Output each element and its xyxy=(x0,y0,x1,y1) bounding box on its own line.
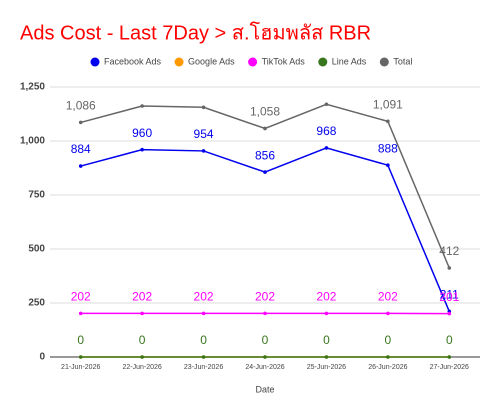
point xyxy=(324,146,329,150)
legend-marker xyxy=(248,57,258,67)
data-label: 960 xyxy=(132,126,152,140)
point xyxy=(140,311,144,316)
point xyxy=(324,311,329,316)
x-tick-label: 23-Jun-2026 xyxy=(184,364,223,371)
point xyxy=(201,149,206,153)
point xyxy=(140,147,144,152)
data-label: 202 xyxy=(132,290,152,304)
point xyxy=(78,355,83,359)
y-tick-label: 1,000 xyxy=(20,136,45,147)
legend-label: Google Ads xyxy=(188,56,235,66)
point xyxy=(140,104,144,108)
y-tick-label: 500 xyxy=(28,244,45,255)
data-label: 202 xyxy=(255,290,275,304)
point xyxy=(201,311,206,316)
legend-marker xyxy=(90,57,100,67)
legend-marker xyxy=(174,57,184,67)
y-tick-label: 750 xyxy=(28,190,45,201)
legend-label: TikTok Ads xyxy=(262,56,306,66)
x-tick-label: 21-Jun-2026 xyxy=(61,364,100,371)
data-label: 856 xyxy=(255,148,275,162)
point xyxy=(78,164,83,168)
legend-label: Total xyxy=(393,56,412,66)
point xyxy=(324,102,329,107)
point xyxy=(263,311,267,316)
data-label: 412 xyxy=(439,244,459,258)
point xyxy=(324,355,329,359)
data-label: 0 xyxy=(200,333,207,347)
point xyxy=(386,163,390,167)
legend-label: Facebook Ads xyxy=(104,56,162,66)
point xyxy=(447,355,452,359)
data-label: 0 xyxy=(385,333,392,347)
legend-marker xyxy=(318,57,328,67)
data-label: 201 xyxy=(439,290,459,304)
point xyxy=(386,355,390,359)
point xyxy=(140,355,144,359)
data-label: 1,086 xyxy=(66,99,96,113)
data-label: 202 xyxy=(316,290,336,304)
point xyxy=(78,120,83,125)
data-label: 884 xyxy=(71,142,91,156)
data-label: 954 xyxy=(194,127,214,141)
point xyxy=(263,170,267,174)
y-tick-label: 250 xyxy=(28,298,45,309)
point xyxy=(201,355,206,359)
x-tick-label: 22-Jun-2026 xyxy=(122,364,161,371)
point xyxy=(78,311,83,316)
data-label: 0 xyxy=(323,333,330,347)
data-label: 0 xyxy=(77,333,84,347)
data-label: 202 xyxy=(378,290,398,304)
data-label: 202 xyxy=(194,290,214,304)
data-label: 968 xyxy=(316,124,336,138)
x-tick-label: 27-Jun-2026 xyxy=(430,364,469,371)
point xyxy=(201,105,206,110)
x-tick-label: 24-Jun-2026 xyxy=(245,364,284,371)
point xyxy=(447,311,452,316)
data-label: 211 xyxy=(440,288,459,302)
legend-label: Line Ads xyxy=(332,56,367,66)
data-label: 0 xyxy=(262,333,269,347)
point xyxy=(263,126,267,131)
data-label: 0 xyxy=(139,333,146,347)
data-label: 1,058 xyxy=(250,105,280,119)
data-label: 888 xyxy=(378,141,398,155)
data-label: 202 xyxy=(71,290,91,304)
point xyxy=(263,355,267,359)
x-tick-label: 26-Jun-2026 xyxy=(368,364,407,371)
x-tick-label: 25-Jun-2026 xyxy=(307,364,346,371)
y-tick-label: 1,250 xyxy=(20,82,45,93)
y-tick-label: 0 xyxy=(39,352,45,363)
data-label: 1,091 xyxy=(373,98,403,112)
x-axis-label: Date xyxy=(255,384,274,394)
data-label: 0 xyxy=(446,333,453,347)
point xyxy=(386,311,390,316)
chart-title: Ads Cost - Last 7Day > ส.โฮมพลัส RBR xyxy=(20,21,371,44)
point xyxy=(386,119,390,124)
point xyxy=(447,266,452,270)
legend-marker xyxy=(379,57,389,67)
